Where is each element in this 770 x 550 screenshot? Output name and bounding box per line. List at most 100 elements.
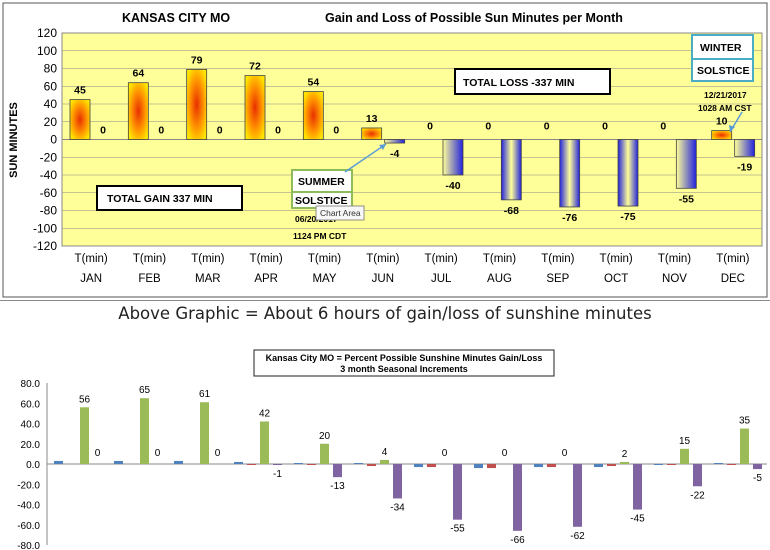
y-tick-label: -120 — [33, 239, 57, 253]
winter-solstice-line1: WINTER — [700, 42, 742, 54]
loss-value-label: 0 — [158, 125, 164, 137]
percent-bar[interactable] — [247, 464, 256, 466]
percent-value-label: -55 — [450, 524, 465, 535]
percent-value-label: 65 — [139, 385, 151, 396]
tooltip-text: Chart Area — [320, 208, 361, 218]
percent-bar[interactable] — [693, 464, 702, 487]
percent-bar[interactable] — [453, 464, 462, 520]
x-tick-label: JAN — [80, 273, 102, 285]
y-tick-label: -100 — [33, 221, 57, 235]
gain-bar[interactable] — [302, 91, 324, 140]
gain-value-label: 0 — [602, 121, 608, 133]
loss-bar[interactable] — [384, 139, 406, 144]
loss-bar[interactable] — [559, 139, 581, 208]
percent-bar[interactable] — [234, 461, 243, 464]
percent-bar[interactable] — [594, 464, 603, 468]
loss-value-label: -76 — [562, 212, 577, 224]
percent-bar[interactable] — [354, 462, 363, 464]
gain-value-label: 10 — [716, 116, 728, 128]
percent-value-label: 56 — [79, 394, 91, 405]
percent-bar[interactable] — [294, 462, 303, 464]
gain-bar[interactable] — [127, 82, 149, 140]
percent-bar[interactable] — [727, 464, 736, 466]
x-prefix-label: T(min) — [250, 253, 283, 265]
percent-bar[interactable] — [753, 464, 762, 470]
percent-chart-title-box — [253, 349, 555, 377]
percent-y-tick-label: 0.0 — [26, 460, 40, 471]
percent-bar[interactable] — [547, 464, 556, 468]
loss-bar[interactable] — [617, 139, 639, 207]
x-tick-label: SEP — [546, 273, 569, 285]
chart-area-tooltip — [315, 205, 365, 221]
percent-bar[interactable] — [680, 448, 689, 464]
percent-bar[interactable] — [200, 402, 209, 464]
x-axis: T(min) JAN T(min) FEB T(min) MAR T(min) APR T(mi… — [75, 253, 750, 285]
percent-bar[interactable] — [654, 464, 663, 466]
loss-bar[interactable] — [675, 139, 697, 189]
loss-bar[interactable] — [442, 139, 464, 176]
percent-bar[interactable] — [174, 460, 183, 464]
percent-bar[interactable] — [427, 464, 436, 468]
percent-value-label: 15 — [679, 436, 691, 447]
percent-bar[interactable] — [667, 464, 676, 466]
percent-bar[interactable] — [633, 464, 642, 510]
percent-bar[interactable] — [534, 464, 543, 468]
percent-y-tick-label: 20.0 — [21, 440, 41, 451]
loss-bar[interactable] — [734, 139, 756, 157]
percent-y-tick-label: 80.0 — [21, 379, 41, 390]
percent-value-label: -62 — [570, 531, 585, 542]
y-tick-label: -40 — [40, 168, 58, 182]
gain-bar[interactable] — [186, 68, 208, 140]
gain-bar[interactable] — [69, 99, 91, 140]
percent-bar[interactable] — [307, 464, 316, 466]
loss-value-label: 0 — [100, 125, 106, 137]
winter-solstice-date: 12/21/2017 — [704, 90, 747, 100]
percent-y-tick-label: 60.0 — [21, 399, 41, 410]
percent-value-label: 0 — [502, 448, 508, 459]
percent-bar[interactable] — [513, 464, 522, 531]
y-tick-label: 60 — [44, 79, 58, 93]
percent-bar[interactable] — [114, 460, 123, 464]
percent-bar[interactable] — [393, 464, 402, 499]
percent-bar[interactable] — [367, 464, 376, 467]
loss-value-label: 0 — [217, 125, 223, 137]
gain-value-label: 45 — [74, 85, 86, 97]
percent-value-label: -22 — [690, 490, 705, 501]
grid-lines — [62, 32, 762, 247]
x-tick-label: MAY — [312, 273, 336, 285]
percent-bar[interactable] — [140, 398, 149, 464]
percent-bar[interactable] — [474, 464, 483, 469]
percent-data-labels: 56 0 65 0 61 0 42 -1 20 -13 4 -34 0 -55 0 -66 0 -62 2 -45 15… — [79, 385, 762, 546]
loss-bar[interactable] — [500, 139, 522, 201]
percent-bar[interactable] — [333, 464, 342, 478]
winter-solstice-time: 1028 AM CST — [698, 103, 752, 113]
y-tick-label: -20 — [40, 150, 58, 164]
percent-value-label: 0 — [155, 448, 161, 459]
percent-bar[interactable] — [273, 464, 282, 466]
gain-bar[interactable] — [711, 130, 733, 140]
percent-value-label: 0 — [442, 448, 448, 459]
percent-bar[interactable] — [607, 464, 616, 467]
percent-bar[interactable] — [573, 464, 582, 527]
percent-bar[interactable] — [740, 428, 749, 464]
winter-arrow-head — [729, 125, 735, 132]
percent-y-axis: 80.0 60.0 40.0 20.0 0.0 -20.0 -40.0 -60.0 -80.0 — [17, 379, 767, 550]
x-prefix-label: T(min) — [425, 253, 458, 265]
x-tick-label: JUN — [372, 273, 394, 285]
percent-bar[interactable] — [380, 459, 389, 464]
percent-bar[interactable] — [714, 462, 723, 464]
percent-bar[interactable] — [54, 460, 63, 464]
percent-sunshine-chart-panel[interactable]: Kansas City MO = Percent Possible Sunshi… — [0, 330, 770, 550]
loss-value-label: -68 — [504, 205, 519, 217]
gain-bar[interactable] — [361, 127, 383, 140]
percent-y-tick-label: -80.0 — [17, 541, 40, 550]
percent-bar[interactable] — [260, 421, 269, 464]
location-title: KANSAS CITY MO — [122, 11, 230, 25]
gain-bar[interactable] — [244, 75, 266, 140]
percent-bar[interactable] — [620, 461, 629, 464]
percent-bar[interactable] — [80, 407, 89, 464]
percent-bar[interactable] — [320, 443, 329, 464]
percent-bar[interactable] — [414, 464, 423, 468]
percent-bar[interactable] — [487, 464, 496, 469]
sun-minutes-chart-panel[interactable]: 120 100 80 60 40 20 0 -20 -40 -60 -80 -100 -120 T(mi… — [0, 0, 770, 301]
